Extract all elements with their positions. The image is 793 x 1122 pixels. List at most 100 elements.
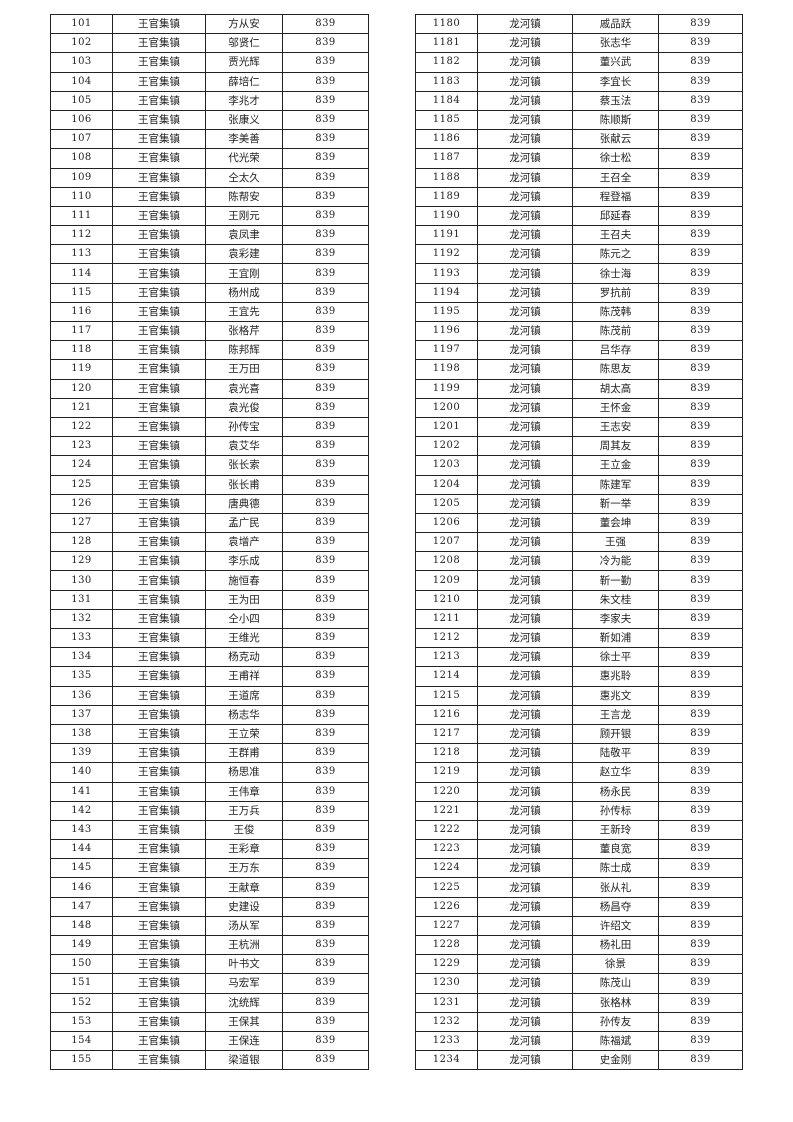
row-number-cell: 127 xyxy=(50,512,113,534)
amount-cell: 839 xyxy=(282,340,369,361)
name-cell: 徐士松 xyxy=(572,148,659,169)
table-row: 126 王官集镇 唐典德 839 xyxy=(50,493,369,514)
row-number-cell: 1193 xyxy=(415,263,478,284)
amount-cell: 839 xyxy=(282,877,369,898)
table-row: 1230 龙河镇 陈茂山 839 xyxy=(415,973,743,994)
town-cell: 王官集镇 xyxy=(112,263,206,284)
table-row: 1220 龙河镇 杨永民 839 xyxy=(415,781,743,802)
name-cell: 许绍文 xyxy=(572,915,659,937)
town-cell: 龙河镇 xyxy=(477,205,573,227)
name-cell: 袁艾华 xyxy=(205,436,283,457)
town-cell: 龙河镇 xyxy=(477,973,573,994)
name-cell: 王新玲 xyxy=(572,819,659,841)
name-cell: 靳一举 xyxy=(572,493,659,514)
table-row: 122 王官集镇 孙传宝 839 xyxy=(50,416,369,438)
row-number-cell: 1180 xyxy=(415,13,478,35)
name-cell: 罗抗前 xyxy=(572,282,659,303)
table-row: 119 王官集镇 王万田 839 xyxy=(50,359,369,380)
town-cell: 龙河镇 xyxy=(477,90,573,111)
amount-cell: 839 xyxy=(282,455,369,476)
row-number-cell: 143 xyxy=(50,819,113,841)
amount-cell: 839 xyxy=(658,340,743,361)
table-row: 1225 龙河镇 张从礼 839 xyxy=(415,877,743,898)
row-number-cell: 1232 xyxy=(415,1011,478,1032)
amount-cell: 839 xyxy=(658,225,743,246)
amount-cell: 839 xyxy=(658,493,743,514)
amount-cell: 839 xyxy=(658,52,743,73)
table-row: 105 王官集镇 李兆才 839 xyxy=(50,90,369,111)
row-number-cell: 111 xyxy=(50,205,113,227)
row-number-cell: 147 xyxy=(50,896,113,917)
amount-cell: 839 xyxy=(658,570,743,591)
town-cell: 王官集镇 xyxy=(112,301,206,323)
name-cell: 王献章 xyxy=(205,877,283,898)
amount-cell: 839 xyxy=(282,33,369,54)
table-row: 107 王官集镇 李美善 839 xyxy=(50,129,369,150)
name-cell: 杨昌夺 xyxy=(572,896,659,917)
table-row: 135 王官集镇 王甫祥 839 xyxy=(50,666,369,687)
table-row: 152 王官集镇 沈统辉 839 xyxy=(50,992,369,1013)
row-number-cell: 1229 xyxy=(415,954,478,975)
table-row: 148 王官集镇 汤从军 839 xyxy=(50,915,369,937)
row-number-cell: 1208 xyxy=(415,551,478,572)
row-number-cell: 114 xyxy=(50,263,113,284)
amount-cell: 839 xyxy=(658,1050,743,1071)
amount-cell: 839 xyxy=(658,839,743,860)
row-number-cell: 1185 xyxy=(415,109,478,131)
town-cell: 王官集镇 xyxy=(112,934,206,956)
row-number-cell: 110 xyxy=(50,186,113,207)
name-cell: 王甫祥 xyxy=(205,666,283,687)
amount-cell: 839 xyxy=(282,570,369,591)
amount-cell: 839 xyxy=(282,205,369,227)
name-cell: 李乐成 xyxy=(205,551,283,572)
table-row: 1228 龙河镇 杨礼田 839 xyxy=(415,934,743,956)
amount-cell: 839 xyxy=(282,378,369,399)
row-number-cell: 124 xyxy=(50,455,113,476)
name-cell: 王召夫 xyxy=(572,225,659,246)
name-cell: 王保其 xyxy=(205,1011,283,1032)
name-cell: 仝小四 xyxy=(205,608,283,630)
row-number-cell: 1228 xyxy=(415,934,478,956)
row-number-cell: 1190 xyxy=(415,205,478,227)
row-number-cell: 1213 xyxy=(415,647,478,668)
town-cell: 王官集镇 xyxy=(112,320,206,342)
row-number-cell: 102 xyxy=(50,33,113,54)
name-cell: 陈茂韩 xyxy=(572,301,659,323)
name-cell: 杨州成 xyxy=(205,282,283,303)
amount-cell: 839 xyxy=(658,244,743,265)
row-number-cell: 1209 xyxy=(415,570,478,591)
table-row: 1194 龙河镇 罗抗前 839 xyxy=(415,282,743,303)
name-cell: 王彩章 xyxy=(205,839,283,860)
amount-cell: 839 xyxy=(282,512,369,534)
name-cell: 王万兵 xyxy=(205,800,283,821)
amount-cell: 839 xyxy=(282,225,369,246)
town-cell: 王官集镇 xyxy=(112,493,206,514)
name-cell: 董兴武 xyxy=(572,52,659,73)
row-number-cell: 129 xyxy=(50,551,113,572)
row-number-cell: 1215 xyxy=(415,685,478,706)
amount-cell: 839 xyxy=(282,474,369,495)
row-number-cell: 125 xyxy=(50,474,113,495)
table-row: 1214 龙河镇 惠兆聆 839 xyxy=(415,666,743,687)
town-cell: 龙河镇 xyxy=(477,781,573,802)
row-number-cell: 122 xyxy=(50,416,113,438)
amount-cell: 839 xyxy=(658,320,743,342)
table-row: 137 王官集镇 杨志华 839 xyxy=(50,704,369,725)
name-cell: 陈思友 xyxy=(572,359,659,380)
town-cell: 王官集镇 xyxy=(112,225,206,246)
table-row: 120 王官集镇 袁光喜 839 xyxy=(50,378,369,399)
amount-cell: 839 xyxy=(658,781,743,802)
town-cell: 王官集镇 xyxy=(112,455,206,476)
row-number-cell: 148 xyxy=(50,915,113,937)
name-cell: 唐典德 xyxy=(205,493,283,514)
amount-cell: 839 xyxy=(658,723,743,745)
town-cell: 龙河镇 xyxy=(477,186,573,207)
row-number-cell: 1219 xyxy=(415,762,478,783)
name-cell: 徐士海 xyxy=(572,263,659,284)
row-number-cell: 149 xyxy=(50,934,113,956)
town-cell: 龙河镇 xyxy=(477,647,573,668)
town-cell: 龙河镇 xyxy=(477,416,573,438)
amount-cell: 839 xyxy=(658,819,743,841)
town-cell: 王官集镇 xyxy=(112,781,206,802)
town-cell: 龙河镇 xyxy=(477,551,573,572)
